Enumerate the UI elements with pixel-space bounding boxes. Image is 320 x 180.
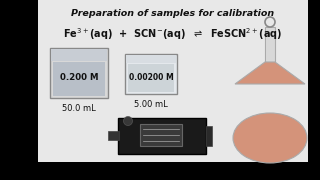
FancyBboxPatch shape [140, 124, 182, 146]
FancyBboxPatch shape [50, 48, 108, 98]
FancyBboxPatch shape [0, 162, 320, 180]
Text: 5.00 mL: 5.00 mL [134, 100, 168, 109]
Circle shape [124, 116, 132, 125]
Ellipse shape [233, 113, 307, 163]
FancyBboxPatch shape [206, 126, 212, 146]
Text: 0.200 M: 0.200 M [60, 73, 98, 82]
Text: 50.0 mL: 50.0 mL [62, 104, 96, 113]
FancyBboxPatch shape [265, 27, 275, 62]
FancyBboxPatch shape [108, 131, 119, 140]
FancyBboxPatch shape [266, 28, 274, 61]
Polygon shape [235, 62, 305, 84]
FancyBboxPatch shape [128, 64, 174, 92]
FancyBboxPatch shape [126, 55, 176, 63]
FancyBboxPatch shape [38, 0, 308, 162]
Text: Preparation of samples for calibration: Preparation of samples for calibration [71, 9, 275, 18]
FancyBboxPatch shape [308, 0, 320, 180]
FancyBboxPatch shape [118, 118, 206, 154]
Text: Fe$^{3+}$(aq)  +  SCN$^{-}$(aq)  $\rightleftharpoons$  FeSCN$^{2+}$(aq): Fe$^{3+}$(aq) + SCN$^{-}$(aq) $\rightlef… [63, 26, 283, 42]
FancyBboxPatch shape [51, 49, 107, 61]
FancyBboxPatch shape [53, 62, 105, 96]
FancyBboxPatch shape [0, 0, 38, 180]
FancyBboxPatch shape [125, 54, 177, 94]
Text: 0.00200 M: 0.00200 M [129, 73, 173, 82]
